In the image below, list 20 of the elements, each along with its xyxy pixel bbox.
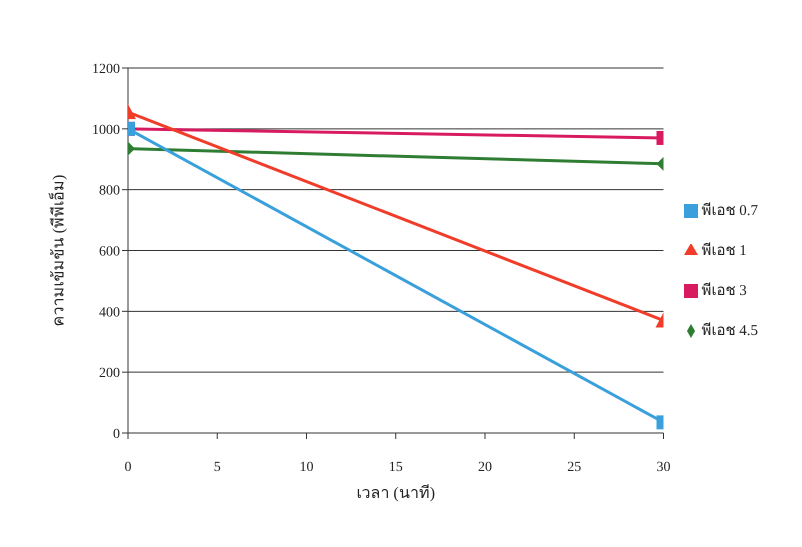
legend-label: พีเอช 1 bbox=[702, 242, 747, 258]
x-tick-label: 5 bbox=[214, 460, 221, 475]
legend-label: พีเอช 4.5 bbox=[702, 322, 758, 338]
y-tick-label: 1000 bbox=[92, 122, 120, 138]
legend-label: พีเอช 0.7 bbox=[702, 202, 758, 218]
x-tick-label: 20 bbox=[478, 460, 492, 475]
y-axis-title: ความเข้มข้น (พีพีเอ็ม) bbox=[48, 174, 68, 326]
x-tick-label: 0 bbox=[124, 460, 132, 475]
legend-label: พีเอช 3 bbox=[702, 282, 747, 298]
x-tick-label: 15 bbox=[388, 460, 403, 475]
y-tick-label: 400 bbox=[99, 305, 120, 320]
x-tick-label: 25 bbox=[567, 460, 582, 475]
x-axis-title: เวลา (นาที) bbox=[356, 484, 436, 502]
x-tick-label: 10 bbox=[300, 460, 314, 475]
x-tick-label: 30 bbox=[656, 460, 670, 475]
y-tick-label: 600 bbox=[99, 244, 120, 260]
y-tick-label: 1200 bbox=[92, 62, 120, 77]
y-tick-label: 0 bbox=[113, 426, 120, 442]
y-tick-label: 800 bbox=[99, 184, 120, 199]
y-tick-label: 200 bbox=[99, 366, 120, 382]
